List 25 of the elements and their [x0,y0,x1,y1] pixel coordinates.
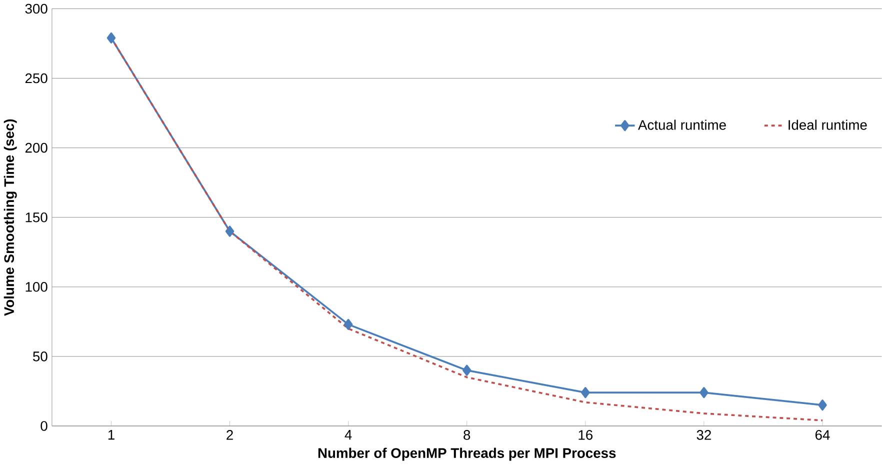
x-tick-label: 4 [344,430,352,440]
x-tick-label: 16 [578,430,592,440]
legend-label: Ideal runtime [788,120,867,130]
y-tick-label: 200 [25,143,48,153]
x-tick-label: 32 [696,430,711,440]
x-tick-label: 64 [815,430,830,440]
point [581,387,590,398]
legend-label: Actual runtime [638,120,726,130]
y-tick-label: 150 [26,212,48,222]
y-tick-label: 0 [40,421,48,432]
y-tick-label: 300 [25,4,48,14]
y-tick-label: 50 [33,352,48,362]
y-tick-label: 100 [26,282,48,292]
point [462,365,472,376]
x-tick-label: 8 [464,430,470,440]
x-tick-label: 2 [226,430,233,440]
point [225,226,234,238]
point [106,32,116,44]
y-tick-label: 250 [25,74,48,84]
point [344,319,353,330]
point [818,400,827,411]
x-tick-label: 1 [108,430,114,440]
y-axis-title: Volume Smoothing Time (sec) [4,120,17,316]
x-axis-title: Number of OpenMP Threads per MPI Process [318,448,616,461]
point [700,387,708,398]
